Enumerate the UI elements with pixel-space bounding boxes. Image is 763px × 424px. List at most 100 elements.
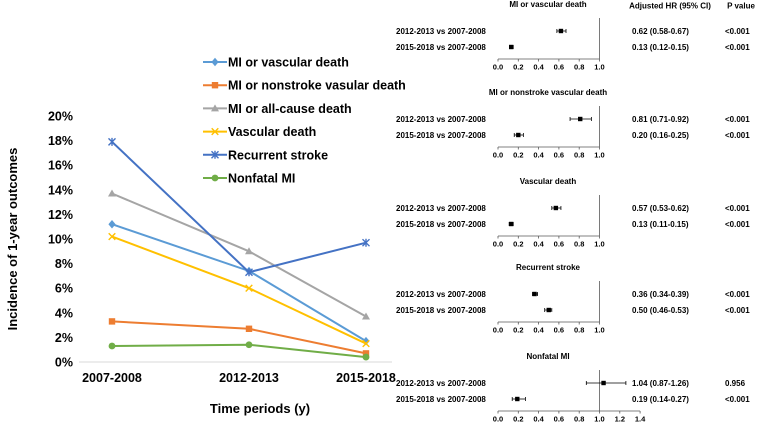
- hr-point: [558, 28, 564, 34]
- forest-tick-label: 1.0: [594, 326, 604, 335]
- data-point: [362, 238, 370, 247]
- legend-marker: [211, 174, 219, 182]
- forest-tick-label: 0.0: [493, 63, 503, 72]
- legend-label: Nonfatal MI: [228, 172, 295, 186]
- hr-point: [515, 396, 520, 402]
- series-line: [111, 343, 367, 359]
- data-point: [108, 220, 116, 229]
- p-value: <0.001: [725, 27, 750, 36]
- data-point: [245, 268, 253, 277]
- data-point: [245, 284, 253, 292]
- hr-point: [546, 307, 551, 313]
- legend-marker: [211, 127, 219, 136]
- p-value: 0.956: [725, 379, 746, 388]
- forest-tick-label: 0.4: [533, 151, 544, 160]
- y-tick-label: 2%: [55, 331, 73, 345]
- hr-value: 0.57 (0.53-0.62): [632, 204, 689, 213]
- hr-value: 0.36 (0.34-0.39): [632, 290, 689, 299]
- forest-tick-label: 0.6: [554, 240, 564, 249]
- p-value: <0.001: [725, 395, 750, 404]
- y-tick-label: 8%: [55, 257, 73, 271]
- data-point: [362, 339, 370, 348]
- y-tick-label: 20%: [48, 110, 73, 124]
- forest-tick-label: 0.2: [513, 240, 523, 249]
- hr-point: [553, 205, 559, 211]
- legend-marker: [211, 150, 219, 159]
- p-value: <0.001: [725, 204, 750, 213]
- hr-point: [601, 380, 606, 386]
- forest-tick-label: 0.4: [533, 63, 544, 72]
- y-tick-label: 12%: [48, 208, 73, 222]
- hr-point: [508, 221, 514, 227]
- panel-title: Vascular death: [520, 177, 577, 186]
- y-tick-label: 10%: [48, 233, 73, 247]
- header-p: P value: [727, 2, 755, 11]
- forest-tick-label: 0.6: [554, 63, 564, 72]
- data-point: [108, 232, 116, 241]
- legend-label: MI or nonstroke vasular death: [228, 79, 406, 93]
- panel-title: MI or vascular death: [509, 0, 586, 9]
- data-point: [362, 350, 370, 357]
- forest-tick-label: 0.2: [513, 326, 523, 335]
- data-point: [108, 137, 116, 146]
- p-value: <0.001: [725, 306, 750, 315]
- comparison-label: 2012-2013 vs 2007-2008: [396, 379, 486, 388]
- hr-value: 1.04 (0.87-1.26): [632, 379, 689, 388]
- comparison-label: 2015-2018 vs 2007-2008: [396, 395, 486, 404]
- forest-tick-label: 1.4: [635, 415, 646, 424]
- forest-tick-label: 1.2: [615, 415, 625, 424]
- forest-tick-label: 0.4: [533, 326, 544, 335]
- data-point: [362, 312, 370, 320]
- p-value: <0.001: [725, 290, 750, 299]
- forest-tick-label: 0.4: [533, 415, 544, 424]
- comparison-label: 2015-2018 vs 2007-2008: [396, 131, 486, 140]
- forest-plot: Adjusted HR (95% CI) P value MI or vascula…: [396, 0, 755, 424]
- forest-tick-label: 0.2: [513, 151, 523, 160]
- forest-tick-label: 0.0: [493, 326, 503, 335]
- comparison-label: 2012-2013 vs 2007-2008: [396, 204, 486, 213]
- forest-tick-label: 0.8: [574, 326, 584, 335]
- series-line: [111, 192, 367, 318]
- panel-title: Recurrent stroke: [516, 263, 581, 272]
- hr-point: [516, 132, 521, 138]
- y-tick-label: 6%: [55, 282, 73, 296]
- data-point: [245, 247, 253, 255]
- forest-tick-label: 0.2: [513, 415, 523, 424]
- data-point: [108, 342, 116, 350]
- data-point: [362, 353, 370, 361]
- comparison-label: 2012-2013 vs 2007-2008: [396, 27, 486, 36]
- legend-marker: [211, 82, 219, 89]
- data-point: [108, 189, 116, 197]
- hr-value: 0.20 (0.16-0.25): [632, 131, 689, 140]
- panel-title: Nonfatal MI: [526, 352, 569, 361]
- legend-label: Recurrent stroke: [228, 148, 328, 162]
- data-point: [245, 325, 253, 332]
- data-point: [245, 341, 253, 349]
- forest-tick-label: 0.2: [513, 63, 523, 72]
- p-value: <0.001: [725, 220, 750, 229]
- y-axis-title: Incidence of 1-year outcomes: [5, 148, 20, 331]
- forest-tick-label: 0.4: [533, 240, 544, 249]
- comparison-label: 2015-2018 vs 2007-2008: [396, 43, 486, 52]
- forest-tick-label: 1.0: [594, 151, 604, 160]
- forest-tick-label: 0.8: [574, 240, 584, 249]
- x-tick-label: 2015-2018: [336, 371, 396, 385]
- hr-value: 0.19 (0.14-0.27): [632, 395, 689, 404]
- header-hr: Adjusted HR (95% CI): [629, 2, 711, 11]
- p-value: <0.001: [725, 43, 750, 52]
- p-value: <0.001: [725, 131, 750, 140]
- y-tick-label: 14%: [48, 183, 73, 197]
- p-value: <0.001: [725, 115, 750, 124]
- comparison-label: 2012-2013 vs 2007-2008: [396, 115, 486, 124]
- hr-point: [532, 291, 537, 297]
- forest-tick-label: 1.0: [594, 415, 604, 424]
- hr-value: 0.13 (0.11-0.15): [632, 220, 689, 229]
- y-tick-label: 4%: [55, 306, 73, 320]
- forest-tick-label: 0.6: [554, 326, 564, 335]
- y-tick-label: 0%: [55, 356, 73, 370]
- panel-title: MI or nonstroke vascular death: [489, 88, 607, 97]
- forest-tick-label: 0.8: [574, 415, 584, 424]
- y-tick-label: 18%: [48, 134, 73, 148]
- hr-value: 0.50 (0.46-0.53): [632, 306, 689, 315]
